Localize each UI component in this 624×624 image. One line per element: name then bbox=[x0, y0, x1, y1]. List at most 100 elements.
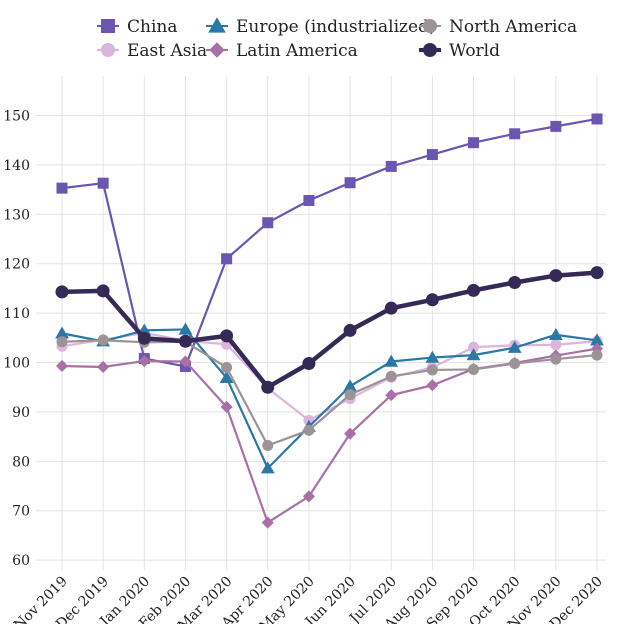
data-point-north-america bbox=[56, 336, 68, 348]
legend-label: East Asia bbox=[127, 41, 207, 61]
legend-marker-east-asia bbox=[101, 43, 115, 57]
data-point-europe-industrialized bbox=[425, 350, 440, 363]
data-point-latin-america bbox=[220, 400, 233, 414]
legend-item-east-asia: East Asia bbox=[97, 41, 207, 61]
data-point-china bbox=[591, 113, 603, 125]
data-point-china bbox=[468, 137, 480, 149]
data-point-world bbox=[590, 266, 604, 280]
data-point-world bbox=[178, 334, 192, 348]
data-point-china bbox=[426, 149, 438, 161]
data-point-east-asia bbox=[468, 341, 480, 353]
gridlines bbox=[36, 76, 606, 570]
data-point-europe-industrialized bbox=[507, 340, 522, 353]
data-point-north-america bbox=[344, 389, 356, 401]
data-point-north-america bbox=[591, 349, 603, 361]
data-point-latin-america bbox=[55, 359, 69, 373]
legend-item-north-america: North America bbox=[419, 17, 577, 37]
chart-legend: China East Asia Europe (industrialized) Lat… bbox=[97, 17, 577, 61]
series-line-world bbox=[61, 270, 598, 390]
y-axis: 60 70 80 90 100 110 120 130 140 150 bbox=[3, 109, 30, 570]
y-tick-label: 100 bbox=[3, 356, 30, 372]
data-point-europe-industrialized bbox=[590, 333, 604, 346]
y-tick-label: 150 bbox=[3, 109, 30, 125]
data-point-north-america bbox=[550, 353, 562, 365]
series-line-east-asia bbox=[61, 331, 598, 422]
data-point-europe-industrialized bbox=[343, 379, 357, 392]
legend-label: Europe (industrialized) bbox=[236, 17, 436, 37]
data-point-china bbox=[303, 194, 315, 206]
series-line-north-america bbox=[61, 339, 598, 447]
data-point-east-asia bbox=[550, 339, 562, 351]
legend-item-europe-industrialized: Europe (industrialized) bbox=[206, 17, 436, 37]
data-point-china bbox=[56, 182, 68, 194]
legend-label: World bbox=[449, 41, 500, 61]
data-point-latin-america bbox=[302, 490, 315, 503]
series-line-europe-industrialized bbox=[61, 328, 598, 470]
legend-label: Latin America bbox=[236, 41, 358, 61]
data-point-latin-america bbox=[344, 427, 357, 440]
legend-marker-latin-america bbox=[209, 42, 225, 58]
data-point-china bbox=[385, 160, 397, 172]
data-point-china bbox=[344, 177, 356, 189]
data-point-europe-industrialized bbox=[384, 354, 399, 367]
data-point-latin-america bbox=[426, 379, 439, 392]
data-point-world bbox=[220, 329, 234, 343]
legend-item-latin-america: Latin America bbox=[206, 41, 358, 61]
data-point-world bbox=[343, 323, 357, 337]
data-point-world bbox=[467, 283, 481, 297]
data-point-world bbox=[96, 284, 110, 298]
y-tick-label: 130 bbox=[3, 207, 30, 223]
y-tick-label: 120 bbox=[3, 257, 30, 273]
data-point-north-america bbox=[468, 363, 480, 375]
series-group bbox=[55, 113, 604, 529]
data-point-world bbox=[55, 285, 69, 299]
y-tick-label: 140 bbox=[3, 158, 30, 174]
data-point-world bbox=[384, 301, 398, 315]
data-point-world bbox=[425, 293, 439, 307]
data-point-latin-america bbox=[385, 389, 398, 402]
data-point-north-america bbox=[426, 364, 438, 376]
data-point-china bbox=[97, 177, 109, 189]
y-tick-label: 60 bbox=[12, 553, 30, 569]
data-point-world bbox=[137, 331, 151, 345]
data-point-world bbox=[508, 275, 522, 289]
legend-item-world: World bbox=[419, 41, 500, 61]
data-point-latin-america bbox=[261, 516, 274, 529]
series-world bbox=[55, 266, 604, 394]
data-point-world bbox=[302, 357, 316, 371]
legend-marker-europe-industrialized bbox=[208, 17, 226, 33]
data-point-north-america bbox=[97, 334, 109, 346]
y-tick-label: 70 bbox=[12, 504, 30, 520]
data-point-latin-america bbox=[97, 360, 110, 374]
data-point-world bbox=[261, 380, 275, 394]
data-point-latin-america bbox=[590, 342, 604, 355]
legend-marker-world bbox=[423, 43, 437, 57]
data-point-europe-industrialized bbox=[260, 461, 275, 474]
data-point-china bbox=[550, 120, 562, 132]
series-line-china bbox=[61, 117, 598, 368]
series-latin-america bbox=[55, 342, 604, 529]
data-point-china bbox=[262, 217, 274, 229]
data-point-europe-industrialized bbox=[548, 327, 563, 341]
legend-item-china: China bbox=[97, 17, 177, 37]
data-point-north-america bbox=[303, 424, 315, 436]
legend-marker-china bbox=[101, 19, 115, 33]
y-tick-label: 110 bbox=[3, 306, 30, 322]
data-point-north-america bbox=[262, 440, 274, 452]
data-point-china bbox=[221, 253, 233, 265]
data-point-europe-industrialized bbox=[219, 370, 234, 383]
data-point-world bbox=[549, 269, 563, 283]
data-point-north-america bbox=[509, 358, 521, 370]
legend-label: China bbox=[127, 17, 177, 37]
data-point-europe-industrialized bbox=[178, 322, 193, 335]
data-point-europe-industrialized bbox=[55, 326, 69, 339]
data-point-north-america bbox=[385, 370, 397, 382]
legend-label: North America bbox=[449, 17, 577, 37]
data-point-latin-america bbox=[138, 354, 151, 368]
data-point-europe-industrialized bbox=[466, 348, 481, 361]
data-point-china bbox=[509, 128, 521, 140]
series-europe-industrialized bbox=[55, 322, 604, 474]
